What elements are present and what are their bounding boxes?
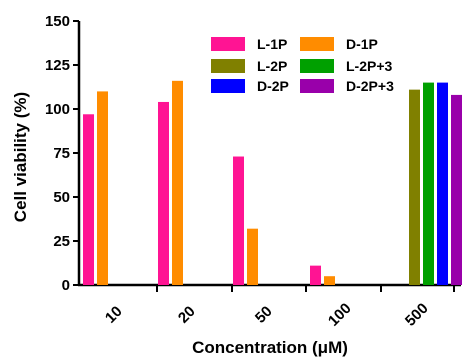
x-tick-label: 100 [325,300,355,330]
legend-label: L-2P+3 [346,58,393,74]
bar-d-1p-10 [97,91,108,286]
legend-swatch [300,37,334,51]
x-tick-label: 500 [402,300,432,330]
legend-item: L-1P [211,36,287,52]
bar-l-1p-20 [158,101,169,286]
legend-label: D-2P+3 [346,78,394,94]
bars [83,80,462,286]
y-tick-label: 50 [53,189,70,206]
x-tick-label: 50 [252,303,276,327]
y-tick-label: 0 [62,277,70,294]
bar-l-1p-100 [310,265,321,285]
legend-swatch [300,59,334,73]
bar-d-2p-500 [437,82,448,285]
y-tick-label: 150 [45,13,70,30]
legend-item: D-2P [211,78,289,94]
legend-swatch [300,79,334,93]
legend: L-1P D-1P L-2P L-2P+3 D-2P D-2P+3 [211,36,394,94]
legend-item: D-1P [300,36,378,52]
x-tick-label: 10 [102,303,126,327]
legend-item: L-2P [211,58,287,74]
bar-d-2pplus3-500 [451,94,462,285]
legend-swatch [211,37,245,51]
y-tick-label: 100 [45,101,70,118]
legend-swatch [211,59,245,73]
legend-swatch [211,79,245,93]
legend-label: L-2P [257,58,287,74]
legend-label: D-1P [346,36,378,52]
x-tick-label: 20 [175,303,199,327]
x-axis-title: Concentration (μM) [192,338,348,357]
y-tick-label: 25 [53,233,70,250]
bar-d-1p-50 [247,228,258,285]
bar-l-1p-50 [233,156,244,285]
y-tick-label: 125 [45,57,70,74]
y-tick-label: 75 [53,145,70,162]
axes: 0 25 50 75 100 125 150 10 20 50 100 500 [45,13,461,330]
legend-item: L-2P+3 [300,58,393,74]
bar-l-2p-500 [409,89,420,285]
legend-label: D-2P [257,78,289,94]
bar-d-1p-20 [172,80,183,285]
bar-l-1p-10 [83,114,94,285]
bar-l-2pplus3-500 [423,82,434,285]
bar-d-1p-100 [324,276,335,285]
y-axis-title: Cell viability (%) [11,92,30,222]
legend-label: L-1P [257,36,287,52]
legend-item: D-2P+3 [300,78,394,94]
